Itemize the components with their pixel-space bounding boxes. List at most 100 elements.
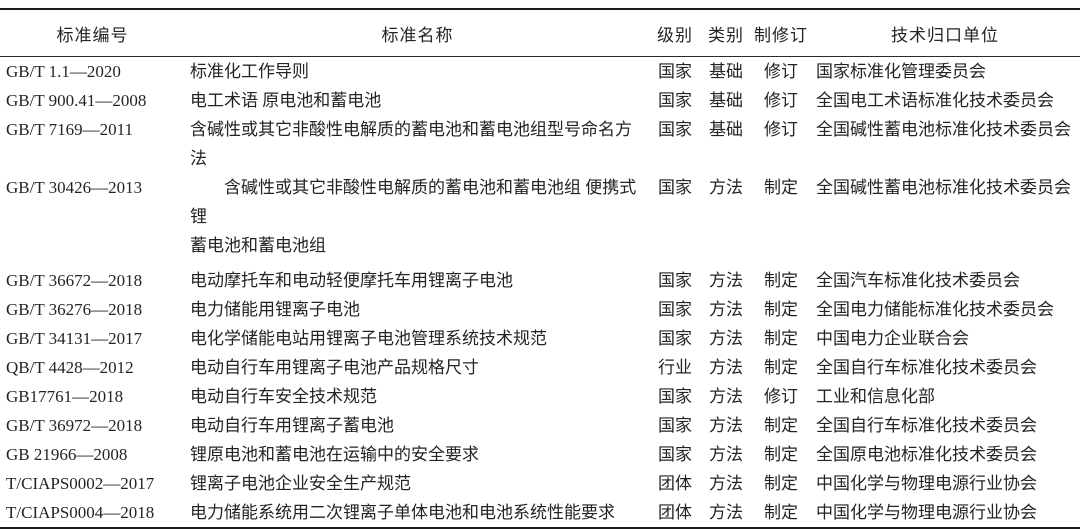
cell-revision: 修订 <box>764 387 798 406</box>
cell-category: 基础 <box>709 120 743 139</box>
cell-level: 国家 <box>658 387 692 406</box>
table-row: T/CIAPS0004—2018 电力储能系统用二次锂离子单体电池和电池系统性能… <box>0 498 1080 528</box>
cell-level: 国家 <box>658 300 692 319</box>
cell-category: 方法 <box>709 271 743 290</box>
cell-level: 行业 <box>658 358 692 377</box>
cell-revision: 修订 <box>764 120 798 139</box>
cell-revision: 修订 <box>764 91 798 110</box>
cell-revision: 修订 <box>764 62 798 81</box>
cell-revision: 制定 <box>764 416 798 435</box>
cell-level: 国家 <box>658 62 692 81</box>
cell-level: 国家 <box>658 329 692 348</box>
cell-revision: 制定 <box>764 503 798 522</box>
cell-standard-name: 含碱性或其它非酸性电解质的蓄电池和蓄电池组 便携式锂 蓄电池和蓄电池组 <box>190 178 637 255</box>
col-header-level: 级别 <box>657 25 693 45</box>
cell-tech-unit: 国家标准化管理委员会 <box>816 62 986 81</box>
table-row: GB/T 34131—2017 电化学储能电站用锂离子电池管理系统技术规范 国家… <box>0 324 1080 353</box>
table-row: GB/T 7169—2011 含碱性或其它非酸性电解质的蓄电池和蓄电池组型号命名… <box>0 115 1080 173</box>
cell-standard-number: GB17761—2018 <box>6 387 124 406</box>
cell-standard-name: 标准化工作导则 <box>190 62 309 81</box>
cell-category: 方法 <box>709 503 743 522</box>
cell-standard-number: GB/T 34131—2017 <box>6 329 143 348</box>
cell-tech-unit: 中国化学与物理电源行业协会 <box>816 503 1037 522</box>
table-row: GB17761—2018 电动自行车安全技术规范 国家 方法 修订 工业和信息化… <box>0 382 1080 411</box>
header-row: 标准编号 标准名称 级别 类别 制修订 技术归口单位 <box>0 9 1080 57</box>
table-header: 标准编号 标准名称 级别 类别 制修订 技术归口单位 <box>0 9 1080 57</box>
cell-standard-number: GB/T 36972—2018 <box>6 416 143 435</box>
cell-standard-number: T/CIAPS0002—2017 <box>6 474 155 493</box>
cell-standard-number: GB/T 30426—2013 <box>6 178 143 197</box>
cell-category: 方法 <box>709 178 743 197</box>
cell-standard-name: 电动自行车用锂离子电池产品规格尺寸 <box>190 358 479 377</box>
table-row: T/CIAPS0002—2017 锂离子电池企业安全生产规范 团体 方法 制定 … <box>0 469 1080 498</box>
cell-category: 方法 <box>709 358 743 377</box>
cell-tech-unit: 全国电力储能标准化技术委员会 <box>816 300 1054 319</box>
cell-standard-name: 电动自行车安全技术规范 <box>190 387 377 406</box>
table-row: GB 21966—2008 锂原电池和蓄电池在运输中的安全要求 国家 方法 制定… <box>0 440 1080 469</box>
cell-standard-name: 电化学储能电站用锂离子电池管理系统技术规范 <box>190 329 547 348</box>
cell-category: 基础 <box>709 91 743 110</box>
cell-revision: 制定 <box>764 445 798 464</box>
cell-revision: 制定 <box>764 271 798 290</box>
cell-revision: 制定 <box>764 474 798 493</box>
cell-category: 方法 <box>709 329 743 348</box>
cell-tech-unit: 工业和信息化部 <box>816 387 935 406</box>
cell-level: 国家 <box>658 91 692 110</box>
cell-standard-number: GB/T 36276—2018 <box>6 300 143 319</box>
cell-level: 国家 <box>658 271 692 290</box>
cell-standard-number: GB 21966—2008 <box>6 445 128 464</box>
cell-standard-number: T/CIAPS0004—2018 <box>6 503 155 522</box>
cell-level: 团体 <box>658 474 692 493</box>
cell-revision: 制定 <box>764 300 798 319</box>
standards-table: 标准编号 标准名称 级别 类别 制修订 技术归口单位 GB/T 1.1—2020… <box>0 8 1080 529</box>
cell-level: 国家 <box>658 120 692 139</box>
cell-level: 国家 <box>658 445 692 464</box>
cell-standard-name: 电动摩托车和电动轻便摩托车用锂离子电池 <box>190 271 513 290</box>
cell-tech-unit: 全国原电池标准化技术委员会 <box>816 445 1037 464</box>
cell-revision: 制定 <box>764 358 798 377</box>
cell-tech-unit: 中国电力企业联合会 <box>816 329 969 348</box>
table-row: GB/T 30426—2013 含碱性或其它非酸性电解质的蓄电池和蓄电池组 便携… <box>0 173 1080 266</box>
cell-standard-name: 锂原电池和蓄电池在运输中的安全要求 <box>190 445 479 464</box>
cell-standard-name: 电动自行车用锂离子蓄电池 <box>190 416 394 435</box>
cell-level: 国家 <box>658 416 692 435</box>
col-header-tech-unit: 技术归口单位 <box>891 25 999 45</box>
cell-tech-unit: 全国碱性蓄电池标准化技术委员会 <box>816 178 1071 197</box>
table-row: GB/T 36276—2018 电力储能用锂离子电池 国家 方法 制定 全国电力… <box>0 295 1080 324</box>
cell-revision: 制定 <box>764 329 798 348</box>
cell-standard-number: GB/T 1.1—2020 <box>6 62 121 81</box>
table-row: QB/T 4428—2012 电动自行车用锂离子电池产品规格尺寸 行业 方法 制… <box>0 353 1080 382</box>
cell-standard-name: 电力储能系统用二次锂离子单体电池和电池系统性能要求 <box>190 503 615 522</box>
table-row: GB/T 36972—2018 电动自行车用锂离子蓄电池 国家 方法 制定 全国… <box>0 411 1080 440</box>
cell-standard-name: 电工术语 原电池和蓄电池 <box>190 91 382 110</box>
table-row: GB/T 1.1—2020 标准化工作导则 国家 基础 修订 国家标准化管理委员… <box>0 57 1080 87</box>
cell-standard-name: 锂离子电池企业安全生产规范 <box>190 474 411 493</box>
cell-standard-number: GB/T 36672—2018 <box>6 271 143 290</box>
cell-category: 方法 <box>709 300 743 319</box>
cell-category: 方法 <box>709 416 743 435</box>
cell-level: 团体 <box>658 503 692 522</box>
cell-tech-unit: 全国碱性蓄电池标准化技术委员会 <box>816 120 1071 139</box>
cell-revision: 制定 <box>764 178 798 197</box>
col-header-revision: 制修订 <box>754 25 808 45</box>
cell-standard-number: GB/T 7169—2011 <box>6 120 134 139</box>
cell-category: 方法 <box>709 445 743 464</box>
table-body: GB/T 1.1—2020 标准化工作导则 国家 基础 修订 国家标准化管理委员… <box>0 57 1080 529</box>
col-header-standard-number: 标准编号 <box>56 25 129 45</box>
cell-tech-unit: 全国汽车标准化技术委员会 <box>816 271 1020 290</box>
col-header-category: 类别 <box>708 25 744 45</box>
col-header-standard-name: 标准名称 <box>381 25 454 45</box>
cell-standard-name: 电力储能用锂离子电池 <box>190 300 360 319</box>
cell-tech-unit: 全国电工术语标准化技术委员会 <box>816 91 1054 110</box>
cell-standard-number: GB/T 900.41—2008 <box>6 91 147 110</box>
table-row: GB/T 36672—2018 电动摩托车和电动轻便摩托车用锂离子电池 国家 方… <box>0 266 1080 295</box>
cell-tech-unit: 中国化学与物理电源行业协会 <box>816 474 1037 493</box>
cell-tech-unit: 全国自行车标准化技术委员会 <box>816 416 1037 435</box>
cell-tech-unit: 全国自行车标准化技术委员会 <box>816 358 1037 377</box>
table-row: GB/T 900.41—2008 电工术语 原电池和蓄电池 国家 基础 修订 全… <box>0 86 1080 115</box>
cell-category: 方法 <box>709 474 743 493</box>
cell-standard-number: QB/T 4428—2012 <box>6 358 134 377</box>
cell-standard-name: 含碱性或其它非酸性电解质的蓄电池和蓄电池组型号命名方法 <box>190 120 632 168</box>
cell-category: 基础 <box>709 62 743 81</box>
